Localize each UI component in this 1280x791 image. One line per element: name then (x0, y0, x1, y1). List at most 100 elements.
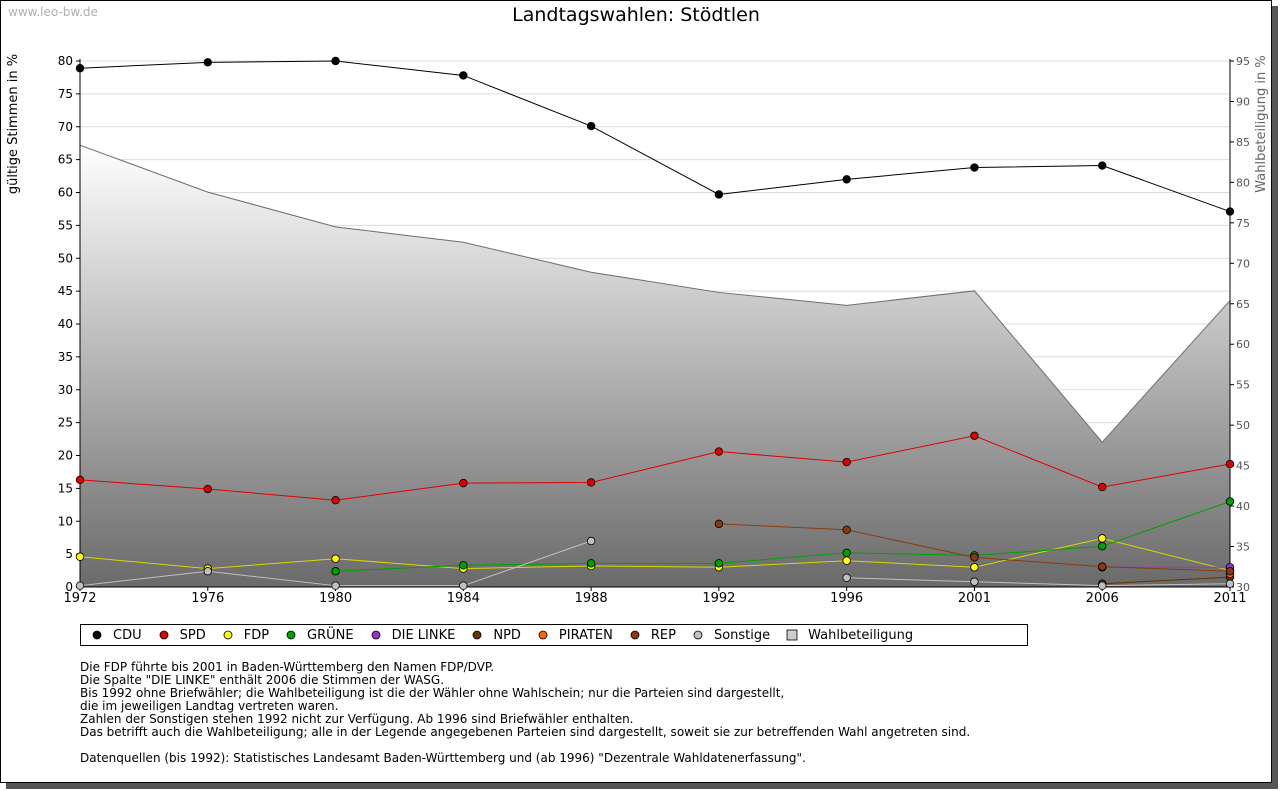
y-tick-label: 70 (58, 120, 73, 134)
y2-tick-label: 95 (1236, 55, 1250, 68)
legend-label: GRÜNE (307, 627, 354, 643)
y-tick-label: 15 (58, 481, 73, 495)
note-line: Die Spalte "DIE LINKE" enthält 2006 die … (80, 673, 445, 687)
data-point-spd (586, 478, 596, 487)
data-point-rep (1225, 567, 1235, 576)
legend-label: FDP (243, 627, 270, 643)
legend-marker (371, 630, 381, 640)
data-point-gr-ne (1225, 497, 1235, 506)
legend-marker (786, 629, 798, 641)
data-point-sonstige (1225, 579, 1235, 588)
data-point-sonstige (1098, 581, 1107, 590)
data-point-spd (331, 496, 340, 505)
frame-shadow-bottom (6, 783, 1278, 789)
y-tick-label: 10 (58, 514, 73, 528)
data-point-sonstige (331, 581, 340, 590)
chart-title: Landtagswahlen: Stödtlen (512, 4, 760, 26)
turnout-line (79, 144, 1231, 443)
legend-item: Wahlbeteiligung (786, 628, 913, 643)
data-point-spd (203, 484, 212, 494)
legend-label: PIRATEN (558, 627, 613, 643)
data-point-fdp (331, 554, 340, 563)
data-point-gr-ne (586, 559, 596, 568)
data-point-fdp (75, 552, 85, 561)
note-line: Zahlen der Sonstigen stehen 1992 nicht z… (80, 712, 634, 726)
y-tick-label: 60 (58, 186, 73, 200)
legend-marker (223, 630, 233, 640)
y-tick-label: 45 (58, 284, 73, 298)
y-tick-label: 40 (58, 317, 73, 331)
y-tick-label: 20 (58, 449, 73, 463)
legend-marker (286, 630, 296, 640)
legend-marker (693, 630, 703, 640)
y-tick-label: 35 (58, 350, 73, 364)
y-tick-label: 55 (58, 218, 73, 232)
data-sources: Datenquellen (bis 1992): Statistisches L… (80, 751, 806, 765)
data-point-cdu (586, 121, 596, 131)
y2-tick-label: 50 (1236, 419, 1250, 432)
legend-item: FDP (222, 628, 269, 643)
x-tick-label: 1980 (319, 591, 352, 606)
data-point-spd (459, 478, 468, 488)
legend-label: DIE LINKE (391, 627, 456, 643)
data-point-rep (714, 519, 724, 529)
y2-axis-title: Wahlbeteiligung in % (1254, 55, 1269, 192)
data-point-cdu (331, 56, 340, 66)
y-tick-label: 5 (65, 547, 73, 561)
x-tick-label: 2011 (1213, 591, 1246, 606)
y-tick-label: 30 (58, 383, 73, 397)
data-point-gr-ne (714, 559, 724, 568)
x-tick-label: 1972 (63, 591, 96, 606)
data-point-fdp (1098, 534, 1107, 543)
data-point-cdu (970, 163, 979, 172)
legend-label: Wahlbeteiligung (808, 627, 914, 643)
series-line-fdp (79, 537, 1231, 572)
frame-shadow-right (1272, 6, 1278, 789)
legend: CDU SPD FDP GRÜNE DIE LINKE NPD PIRATEN REP Sons… (80, 624, 1028, 646)
data-point-cdu (1098, 161, 1107, 170)
legend-label: CDU (113, 627, 142, 643)
series-line-npd (1102, 576, 1231, 585)
legend-label: REP (650, 627, 676, 643)
legend-item: REP (629, 628, 676, 643)
note-line: Das betrifft auch die Wahlbeteiligung; a… (80, 725, 971, 739)
footnotes: Die FDP führte bis 2001 in Baden-Württem… (80, 661, 970, 765)
legend-item: DIE LINKE (370, 627, 456, 643)
note-line: Die FDP führte bis 2001 in Baden-Württem… (80, 660, 495, 674)
x-tick-label: 1976 (191, 591, 224, 606)
data-point-spd (1098, 482, 1107, 492)
y2-tick-label: 75 (1236, 217, 1250, 230)
legend-label: Sonstige (713, 627, 771, 643)
y-tick-label: 0 (65, 580, 73, 594)
series-line-cdu (79, 60, 1231, 213)
y2-tick-label: 70 (1236, 257, 1250, 270)
legend-item: GRÜNE (285, 628, 354, 643)
data-point-cdu (1225, 207, 1235, 216)
x-tick-label: 1992 (702, 591, 735, 606)
data-point-rep (1098, 562, 1107, 571)
data-point-rep (842, 525, 851, 534)
y2-tick-label: 60 (1236, 338, 1250, 351)
legend-item: NPD (471, 628, 521, 643)
data-point-cdu (714, 190, 724, 199)
data-point-fdp (842, 556, 851, 565)
legend-item: Sonstige (692, 628, 770, 643)
legend-label: NPD (493, 627, 521, 643)
data-point-sonstige (459, 581, 468, 590)
x-tick-label: 1996 (830, 591, 863, 606)
series-line-spd (79, 435, 1231, 501)
y-axis-title: gültige Stimmen in % (6, 54, 21, 194)
turnout-area (80, 145, 1230, 587)
legend-marker (472, 630, 482, 640)
watermark: www.leo-bw.de (8, 5, 98, 19)
data-point-fdp (970, 563, 979, 572)
y2-tick-label: 80 (1236, 176, 1250, 189)
legend-marker (538, 630, 548, 640)
data-point-sonstige (842, 573, 851, 582)
y2-tick-label: 45 (1236, 460, 1250, 473)
x-tick-label: 1984 (447, 591, 480, 606)
data-point-gr-ne (459, 561, 468, 570)
legend-marker (630, 630, 640, 640)
data-point-spd (75, 475, 85, 485)
x-tick-label: 2001 (958, 591, 991, 606)
